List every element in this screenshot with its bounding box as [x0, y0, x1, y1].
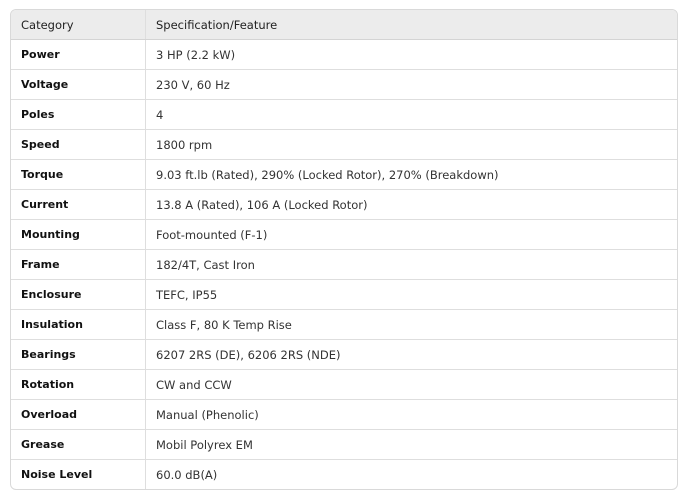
- category-cell: Mounting: [11, 219, 146, 250]
- spec-value-cell: CW and CCW: [145, 369, 677, 400]
- spec-value-cell: 9.03 ft.lb (Rated), 290% (Locked Rotor),…: [145, 159, 677, 190]
- spec-value-cell: 1800 rpm: [145, 129, 677, 160]
- spec-value-cell: Manual (Phenolic): [145, 399, 677, 430]
- category-cell: Frame: [11, 249, 146, 280]
- table-row: Torque 9.03 ft.lb (Rated), 290% (Locked R…: [11, 159, 677, 190]
- table-row: Grease Mobil Polyrex EM: [11, 429, 677, 460]
- spec-table: Category Specification/Feature Power 3 HP…: [11, 10, 677, 489]
- table-row: Speed 1800 rpm: [11, 129, 677, 160]
- spec-value-cell: TEFC, IP55: [145, 279, 677, 310]
- spec-value-cell: 4: [145, 99, 677, 130]
- category-cell: Speed: [11, 129, 146, 160]
- table-row: Noise Level 60.0 dB(A): [11, 459, 677, 489]
- spec-value-cell: 3 HP (2.2 kW): [145, 39, 677, 70]
- header-category: Category: [11, 10, 146, 40]
- category-cell: Enclosure: [11, 279, 146, 310]
- category-cell: Grease: [11, 429, 146, 460]
- spec-value-cell: 60.0 dB(A): [156, 467, 218, 482]
- table-row: Current 13.8 A (Rated), 106 A (Locked Rot…: [11, 189, 677, 220]
- spec-value-cell: 6207 2RS (DE), 6206 2RS (NDE): [145, 339, 677, 370]
- spec-value-cell: 13.8 A (Rated), 106 A (Locked Rotor): [145, 189, 677, 220]
- category-cell: Voltage: [11, 69, 146, 100]
- table-row: Voltage 230 V, 60 Hz: [11, 69, 677, 100]
- table-header-row: Category Specification/Feature: [11, 10, 677, 40]
- spec-value-cell: Foot-mounted (F-1): [145, 219, 677, 250]
- spec-value-cell: Mobil Polyrex EM: [145, 429, 677, 460]
- category-cell: Poles: [11, 99, 146, 130]
- category-cell: Noise Level: [11, 459, 146, 489]
- category-cell: Torque: [11, 159, 146, 190]
- category-cell: Rotation: [11, 369, 146, 400]
- table-row: Overload Manual (Phenolic): [11, 399, 677, 430]
- table-row: Poles 4: [11, 99, 677, 130]
- category-cell: Power: [11, 39, 146, 70]
- spec-table-container: Category Specification/Feature Power 3 HP…: [10, 9, 678, 490]
- table-row: Bearings 6207 2RS (DE), 6206 2RS (NDE): [11, 339, 677, 370]
- spec-value-cell: Class F, 80 K Temp Rise: [145, 309, 677, 340]
- category-cell: Bearings: [11, 339, 146, 370]
- spec-value-cell: 230 V, 60 Hz: [145, 69, 677, 100]
- table-row: Rotation CW and CCW: [11, 369, 677, 400]
- header-specification: Specification/Feature: [145, 10, 677, 40]
- table-row: Power 3 HP (2.2 kW): [11, 39, 677, 70]
- table-row: Frame 182/4T, Cast Iron: [11, 249, 677, 280]
- table-row: Enclosure TEFC, IP55: [11, 279, 677, 310]
- table-row: Mounting Foot-mounted (F-1): [11, 219, 677, 250]
- spec-value-cell: 182/4T, Cast Iron: [145, 249, 677, 280]
- category-cell: Insulation: [11, 309, 146, 340]
- category-cell: Overload: [11, 399, 146, 430]
- table-row: Insulation Class F, 80 K Temp Rise: [11, 309, 677, 340]
- category-cell: Current: [11, 189, 146, 220]
